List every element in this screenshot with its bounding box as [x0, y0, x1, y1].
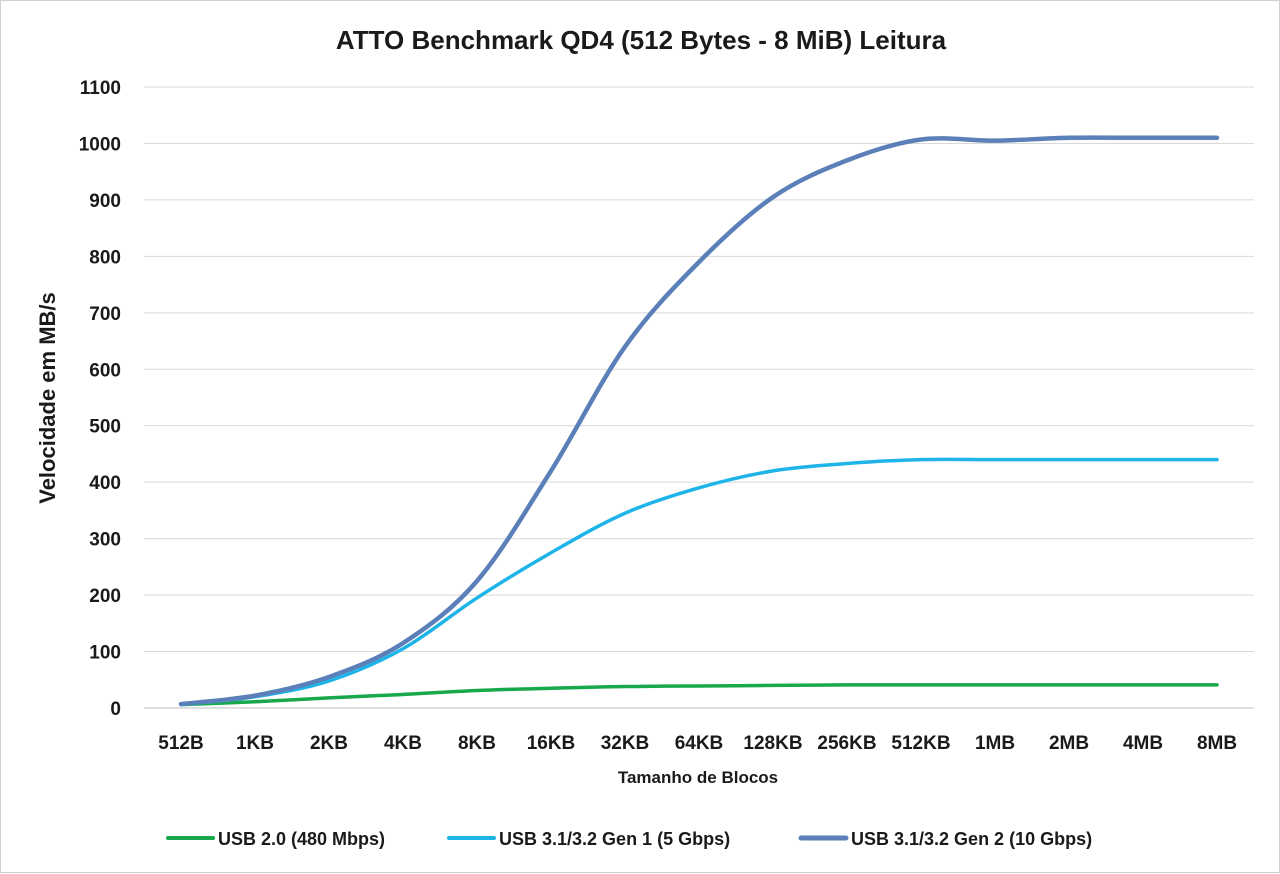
x-tick-label: 1MB	[975, 733, 1015, 754]
y-axis-ticks: 0 100 200 300 400 500 600 700 800 900 1000 1100	[79, 78, 121, 720]
y-tick-label: 900	[89, 191, 121, 212]
y-tick-label: 200	[89, 586, 121, 607]
y-tick-label: 0	[110, 699, 121, 720]
x-tick-label: 64KB	[675, 733, 724, 754]
x-tick-label: 16KB	[527, 733, 576, 754]
x-tick-label: 8MB	[1197, 733, 1237, 754]
x-tick-label: 2KB	[310, 733, 348, 754]
series-line-2	[179, 457, 1219, 707]
y-tick-label: 1100	[80, 78, 121, 99]
x-tick-label: 4KB	[384, 733, 422, 754]
series-line-3	[178, 135, 1220, 707]
legend-label: USB 3.1/3.2 Gen 2 (10 Gbps)	[851, 829, 1092, 849]
legend-item-2: USB 3.1/3.2 Gen 1 (5 Gbps)	[447, 829, 730, 849]
y-tick-label: 700	[89, 304, 121, 325]
y-tick-label: 300	[89, 530, 121, 551]
x-tick-label: 128KB	[743, 733, 802, 754]
legend-label: USB 2.0 (480 Mbps)	[218, 829, 385, 849]
y-tick-label: 800	[89, 247, 121, 268]
x-axis-label: Tamanho de Blocos	[618, 768, 778, 787]
y-axis-label: Velocidade em MB/s	[35, 292, 60, 504]
y-tick-label: 1000	[79, 134, 121, 155]
y-tick-label: 400	[89, 473, 121, 494]
x-axis-ticks: 512B 1KB 2KB 4KB 8KB 16KB 32KB 64KB 128KB 256KB 51…	[158, 733, 1237, 754]
legend-item-1: USB 2.0 (480 Mbps)	[166, 829, 385, 849]
legend-item-3: USB 3.1/3.2 Gen 2 (10 Gbps)	[798, 829, 1092, 849]
chart-title: ATTO Benchmark QD4 (512 Bytes - 8 MiB) L…	[336, 25, 947, 55]
x-tick-label: 2MB	[1049, 733, 1089, 754]
x-tick-label: 256KB	[817, 733, 876, 754]
y-tick-label: 500	[89, 417, 121, 438]
x-tick-label: 8KB	[458, 733, 496, 754]
series-line-1	[179, 683, 1219, 707]
x-tick-label: 4MB	[1123, 733, 1163, 754]
y-tick-label: 600	[89, 360, 121, 381]
legend-label: USB 3.1/3.2 Gen 1 (5 Gbps)	[499, 829, 730, 849]
x-tick-label: 1KB	[236, 733, 274, 754]
x-tick-label: 32KB	[601, 733, 650, 754]
x-tick-label: 512B	[158, 733, 203, 754]
series-lines	[178, 135, 1220, 707]
gridlines	[144, 86, 1254, 709]
y-tick-label: 100	[89, 643, 121, 664]
legend: USB 2.0 (480 Mbps) USB 3.1/3.2 Gen 1 (5 G…	[166, 829, 1092, 849]
x-tick-label: 512KB	[891, 733, 950, 754]
